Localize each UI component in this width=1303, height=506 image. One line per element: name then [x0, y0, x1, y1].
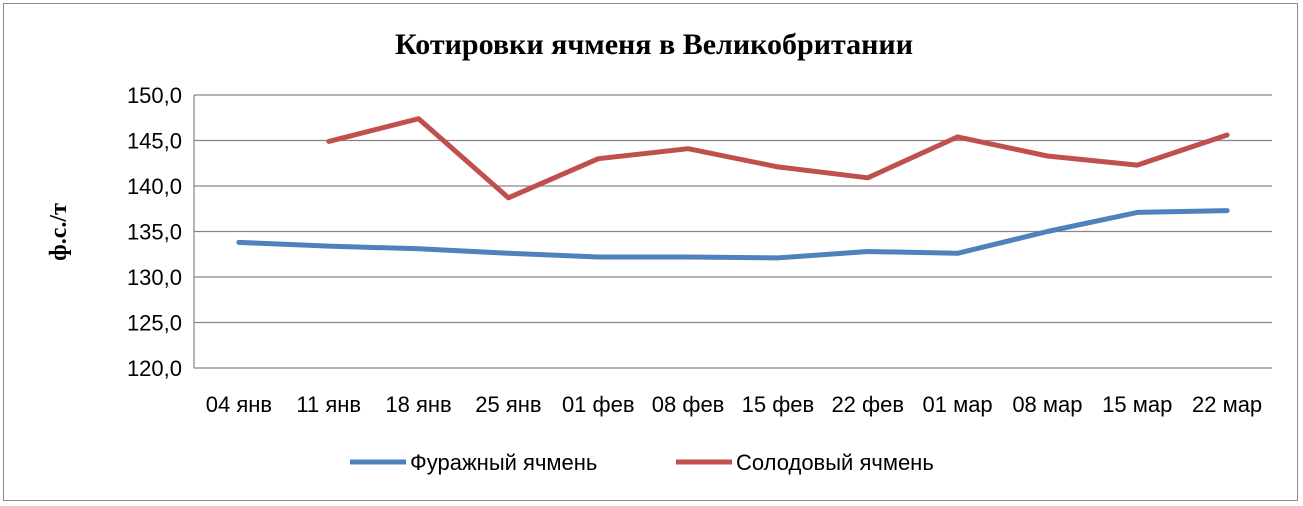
- x-tick-label: 22 фев: [831, 392, 904, 417]
- y-tick-label: 145,0: [127, 129, 182, 154]
- x-tick-label: 25 янв: [475, 392, 541, 417]
- chart-title: Котировки ячменя в Великобритании: [395, 28, 913, 61]
- legend-label-2: Солодовый ячмень: [736, 450, 934, 475]
- y-tick-label: 125,0: [127, 311, 182, 336]
- x-axis-ticks: 04 янв 11 янв 18 янв 25 янв 01 фев 08 фев 15 ф…: [206, 392, 1262, 417]
- x-tick-label: 01 фев: [562, 392, 635, 417]
- series-group: [236, 116, 1230, 261]
- x-tick-label: 15 мар: [1102, 392, 1172, 417]
- x-tick-label: 22 мар: [1192, 392, 1262, 417]
- x-tick-label: 18 янв: [385, 392, 451, 417]
- y-axis-label: ф.с./т: [46, 203, 72, 261]
- x-tick-label: 08 мар: [1012, 392, 1082, 417]
- series-line-1: [236, 208, 1230, 261]
- legend: Фуражный ячмень Солодовый ячмень: [350, 450, 934, 475]
- series-line-2: [326, 116, 1230, 201]
- chart-frame: [3, 3, 1298, 501]
- y-tick-label: 140,0: [127, 174, 182, 199]
- y-tick-label: 150,0: [127, 83, 182, 108]
- y-tick-label: 130,0: [127, 265, 182, 290]
- legend-label-1: Фуражный ячмень: [410, 450, 597, 475]
- y-axis-ticks: 120,0 125,0 130,0 135,0 140,0 145,0 150,0: [127, 83, 182, 381]
- x-tick-label: 04 янв: [206, 392, 272, 417]
- y-tick-label: 135,0: [127, 220, 182, 245]
- x-tick-label: 15 фев: [742, 392, 815, 417]
- x-tick-label: 11 янв: [296, 392, 361, 417]
- x-tick-label: 08 фев: [652, 392, 725, 417]
- x-tick-label: 01 мар: [922, 392, 992, 417]
- grid: [193, 94, 1272, 369]
- y-tick-label: 120,0: [127, 356, 182, 381]
